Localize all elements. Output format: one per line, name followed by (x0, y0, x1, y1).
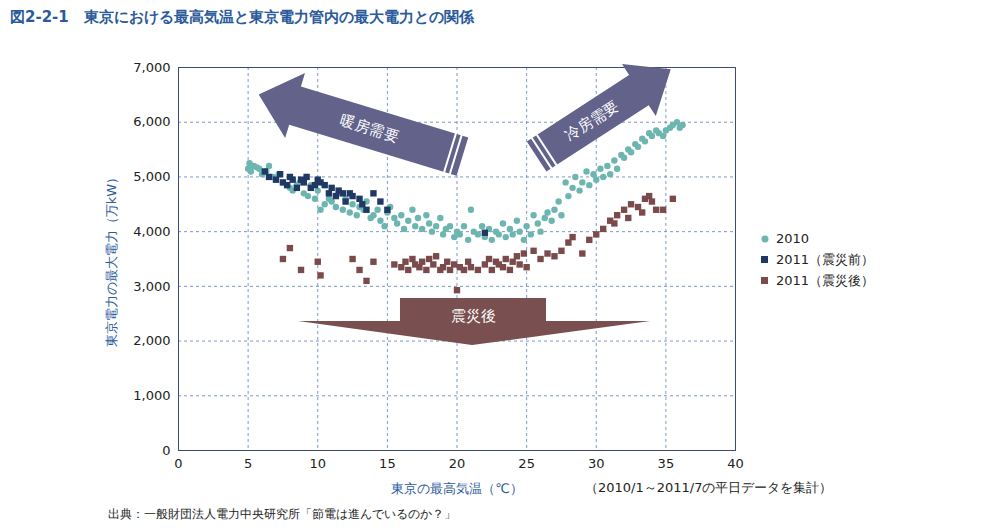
svg-text:東京電力の最大電力（万kW）: 東京電力の最大電力（万kW） (104, 171, 119, 347)
svg-text:3,000: 3,000 (133, 279, 170, 294)
svg-text:0: 0 (162, 443, 170, 458)
svg-text:6,000: 6,000 (133, 114, 170, 129)
html-text:（2010/1～2011/7の平日データを集計）: （2010/1～2011/7の平日データを集計） (585, 480, 833, 495)
svg-text:7,000: 7,000 (133, 60, 170, 75)
svg-text:2,000: 2,000 (133, 333, 170, 348)
svg-text:冷房需要: 冷房需要 (562, 97, 622, 145)
svg-text:4,000: 4,000 (133, 224, 170, 239)
svg-text:震災後: 震災後 (451, 307, 496, 325)
svg-text:東京の最高気温（℃）: 東京の最高気温（℃） (391, 481, 523, 496)
svg-text:40: 40 (727, 456, 744, 471)
svg-text:25: 25 (518, 456, 535, 471)
svg-text:35: 35 (658, 456, 675, 471)
svg-text:5,000: 5,000 (133, 169, 170, 184)
svg-text:5: 5 (244, 456, 252, 471)
html-text:図2-2-1 東京における最高気温と東京電力管内の最大電力と: 図2-2-1 東京における最高気温と東京電力管内の最大電力との関係 (10, 8, 474, 26)
html-text:2010: 2010 (776, 231, 810, 246)
svg-text:0: 0 (174, 456, 182, 471)
html-text:2011（震災前）: 2011（震災前） (776, 251, 875, 267)
svg-text:暖房需要: 暖房需要 (338, 111, 401, 146)
svg-text:20: 20 (449, 456, 466, 471)
html-text:出典：一般財団法人電力中央研究所「節電は進んでいるのか？」: 出典：一般財団法人電力中央研究所「節電は進んでいるのか？」 (108, 507, 456, 521)
svg-text:30: 30 (588, 456, 605, 471)
html-text:2011（震災後）: 2011（震災後） (776, 272, 875, 288)
svg-text:1,000: 1,000 (133, 388, 170, 403)
svg-text:10: 10 (309, 456, 326, 471)
svg-text:15: 15 (379, 456, 396, 471)
